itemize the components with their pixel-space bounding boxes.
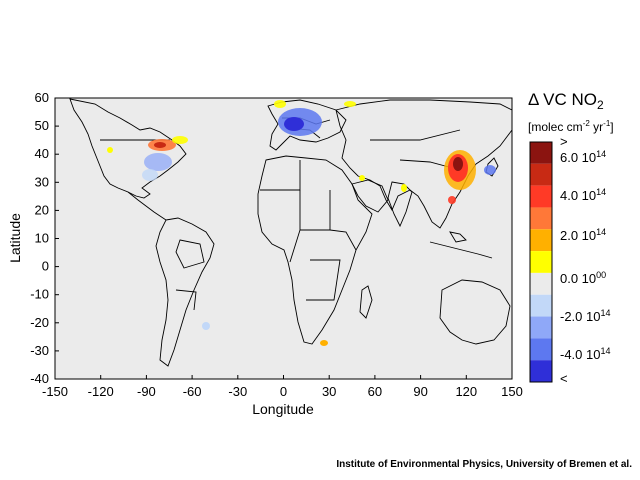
y-tick-label: 20 [35,202,49,217]
x-tick-label: 60 [368,384,382,399]
trend-blob-us-east-blue2 [142,169,158,181]
trend-blob-middle-east [359,175,365,181]
legend-tick-label: -2.0 1014 [560,308,611,324]
y-tick-label: 10 [35,231,49,246]
x-axis-label: Longitude [252,401,314,417]
legend-tick-label: 6.0 1014 [560,149,606,165]
trend-blob-south-america [202,322,210,330]
x-tick-label: 90 [413,384,427,399]
legend-swatch [530,360,552,382]
y-tick-label: 0 [42,259,49,274]
y-tick-label: -20 [30,315,49,330]
x-tick-label: -90 [137,384,156,399]
x-tick-label: -60 [183,384,202,399]
trend-blob-india [401,184,407,192]
legend-swatch [530,251,552,273]
legend-tick-labels: >6.0 1014 4.0 1014 2.0 1014 0.0 1000 -2.0 10… [560,134,611,386]
y-tick-label: 60 [35,90,49,105]
legend-tick-label: > [560,134,568,149]
trend-blob-europe-yellow2 [344,101,356,107]
no2-trend-overlay [107,100,496,346]
legend-swatch [530,316,552,339]
legend-tick-label: 4.0 1014 [560,187,606,203]
trend-blob-south-africa [320,340,328,346]
x-tick-label: -120 [88,384,114,399]
x-tick-label: 0 [280,384,287,399]
legend-swatch [530,163,552,186]
x-axis-ticks: -150 -120 -90 -60 -30 0 30 60 90 120 150 [42,375,523,399]
trend-blob-europe-yellow [274,100,286,108]
legend-units: [molec cm-2 yr-1] [528,119,614,134]
y-axis-ticks: 60 50 40 30 20 10 0 -10 -20 -30 -40 [30,90,59,386]
legend-swatch [530,142,552,164]
map-plot-area: -150 -120 -90 -60 -30 0 30 60 90 120 150 60 50 40 30 2… [7,90,523,417]
y-tick-label: 50 [35,118,49,133]
trend-blob-japan-blue [484,165,496,175]
legend-tick-label: 2.0 1014 [560,227,606,243]
legend-title: Δ VC NO2 [528,90,604,112]
legend-frame [529,141,553,383]
legend-tick-label: 0.0 1000 [560,270,606,286]
color-legend: Δ VC NO2 [molec cm-2 yr-1] >6.0 1014 4.0 … [528,90,614,386]
credit-text: Institute of Environmental Physics, Univ… [336,459,632,470]
x-tick-label: -150 [42,384,68,399]
y-tick-label: -10 [30,287,49,302]
y-axis-label: Latitude [7,213,23,263]
y-tick-label: 30 [35,174,49,189]
legend-swatch [530,207,552,230]
trend-blob-us-east-dark [154,142,166,148]
legend-swatch [530,294,552,317]
y-tick-label: 40 [35,146,49,161]
legend-tick-label: < [560,371,568,386]
trend-blob-china-darkred [453,157,463,171]
legend-tick-label: -4.0 1014 [560,346,611,362]
ocean-background [54,97,513,380]
x-tick-label: 120 [455,384,477,399]
x-tick-label: -30 [228,384,247,399]
trend-blob-europe-darkblue [284,117,304,131]
legend-swatch [530,338,552,361]
legend-swatch [530,229,552,252]
legend-color-bar [529,141,553,383]
trend-blob-us-east-yellow [172,136,188,144]
y-tick-label: -40 [30,371,49,386]
trend-blob-pearl-river [448,196,456,204]
legend-swatch [530,185,552,208]
y-tick-label: -30 [30,343,49,358]
x-tick-label: 150 [501,384,523,399]
trend-blob-west-us [107,147,113,153]
x-tick-label: 30 [322,384,336,399]
trend-blob-us-east-blue [144,153,172,171]
legend-swatch [530,272,552,295]
